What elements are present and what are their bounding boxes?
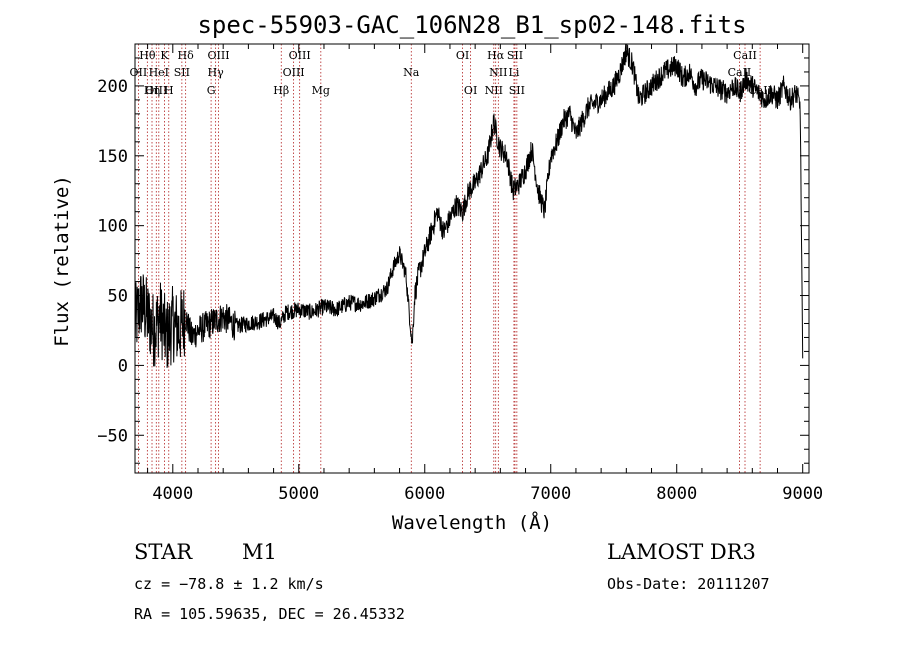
- x-tick-label-0: 4000: [152, 484, 193, 504]
- line-label-4: OIII: [289, 49, 311, 62]
- plot-frame: [134, 43, 810, 474]
- redshift-velocity: cz = −78.8 ± 1.2 km/s: [134, 575, 324, 593]
- x-tick-label-4: 8000: [656, 484, 697, 504]
- y-tick-label-4: 150: [97, 147, 128, 167]
- line-label-13: OIII: [283, 66, 305, 79]
- coordinates: RA = 105.59635, DEC = 26.45332: [134, 605, 405, 623]
- spectrum-line: [134, 44, 804, 368]
- y-axis-label: Flux (relative): [51, 175, 73, 347]
- y-tick-label-1: 0: [118, 356, 128, 376]
- x-tick-label-3: 7000: [530, 484, 571, 504]
- line-label-19: Hη: [144, 84, 160, 97]
- line-label-14: Na: [403, 66, 420, 79]
- chart-title: spec-55903-GAC_106N28_B1_sp02-148.fits: [197, 11, 746, 39]
- survey-name: LAMOST DR3: [607, 540, 756, 564]
- line-label-23: Mg: [312, 84, 330, 97]
- line-label-10: HeI: [149, 66, 169, 79]
- line-label-0: Hθ: [139, 49, 156, 62]
- line-label-17: CaII: [728, 66, 752, 79]
- line-label-16: Li: [509, 66, 520, 79]
- object-subclass: M1: [242, 540, 277, 564]
- line-label-25: NII: [485, 84, 503, 97]
- line-label-18: OIII: [145, 84, 167, 97]
- line-label-24: OI: [464, 84, 477, 97]
- x-tick-label-2: 6000: [404, 484, 445, 504]
- line-label-3: OIII: [207, 49, 229, 62]
- line-label-15: NII: [489, 66, 507, 79]
- line-label-21: G: [207, 84, 216, 97]
- line-label-2: Hδ: [178, 49, 195, 62]
- x-axis-ticks: 4000 5000 6000 7000 8000 9000: [147, 44, 823, 504]
- y-tick-label-2: 50: [108, 287, 128, 307]
- spectrum-series: [134, 44, 804, 368]
- line-label-8: CaII: [733, 49, 757, 62]
- line-label-20: H: [164, 84, 174, 97]
- y-tick-label-5: 200: [97, 77, 128, 97]
- y-tick-label-3: 100: [97, 217, 128, 237]
- line-label-6: Hα: [487, 49, 505, 62]
- line-label-1: K: [160, 49, 169, 62]
- observation-date: Obs-Date: 20111207: [607, 575, 770, 593]
- line-label-26: SII: [509, 84, 525, 97]
- line-label-7: SII: [507, 49, 523, 62]
- line-label-11: SII: [174, 66, 190, 79]
- line-label-12: Hγ: [208, 66, 225, 79]
- x-axis-label: Wavelength (Å): [392, 511, 552, 534]
- x-tick-label-5: 9000: [782, 484, 823, 504]
- line-label-5: OI: [456, 49, 469, 62]
- object-class: STAR: [134, 540, 193, 564]
- line-label-22: Hβ: [273, 84, 289, 97]
- line-label-9: OII: [130, 66, 148, 79]
- x-tick-label-1: 5000: [278, 484, 319, 504]
- emission-line-markers: [138, 44, 761, 473]
- y-axis-ticks: −50 0 50 100 150 200: [97, 57, 809, 464]
- y-tick-label-0: −50: [97, 426, 128, 446]
